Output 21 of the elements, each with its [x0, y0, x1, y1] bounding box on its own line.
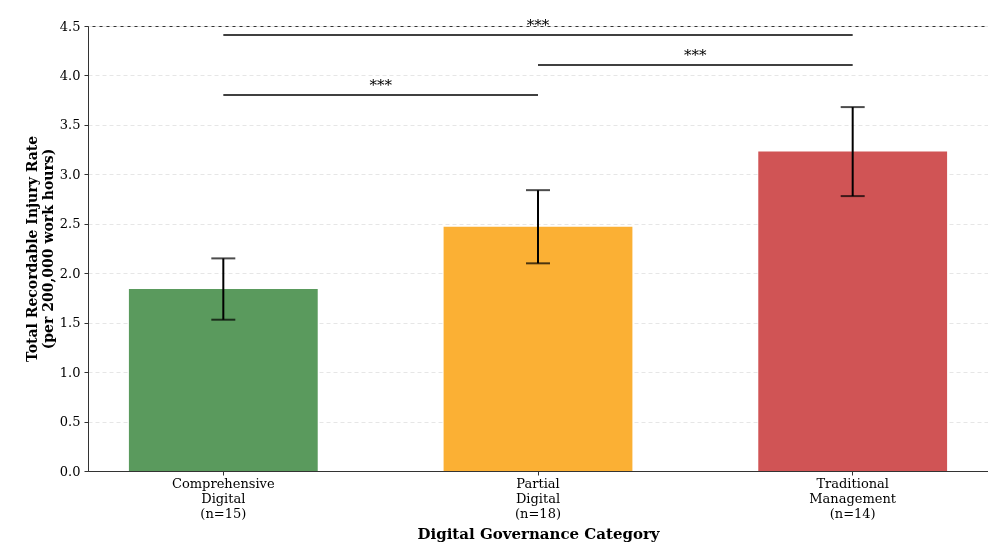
y-axis-title: Total Recordable Injury Rate (per 200,000 work hours): [23, 135, 56, 363]
y-tick-label: 3.5: [59, 117, 81, 133]
annotation: ***: [684, 46, 708, 64]
bar: [128, 289, 318, 471]
x-axis-title: Digital Governance Category: [417, 524, 661, 543]
x-tick-label: Traditional Management (n=14): [809, 475, 897, 521]
annotation: ***: [526, 16, 550, 34]
y-tick-label: 3.0: [59, 166, 81, 182]
annotation: ***: [369, 76, 393, 94]
y-tick-label: 0.5: [59, 414, 81, 430]
x-tick-label: Comprehensive Digital (n=15): [171, 475, 275, 521]
y-tick-label: 4.5: [59, 18, 81, 34]
bar: [758, 151, 948, 471]
y-tick-label: 0.0: [59, 463, 81, 479]
bar: [443, 226, 633, 471]
y-tick-label: 2.5: [59, 216, 81, 232]
x-tick-label: Partial Digital (n=18): [515, 475, 561, 521]
y-tick-label: 1.5: [59, 315, 81, 331]
y-tick-label: 4.0: [59, 67, 81, 83]
y-tick-label: 1.0: [59, 364, 81, 380]
y-tick-label: 2.0: [59, 265, 81, 281]
